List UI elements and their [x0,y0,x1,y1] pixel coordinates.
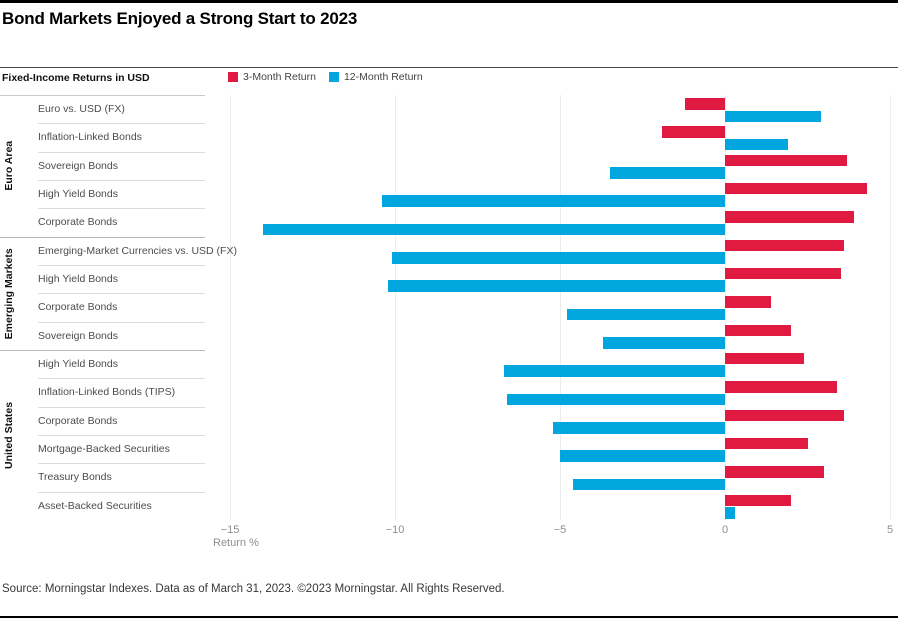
row-label: Asset-Backed Securities [38,499,152,512]
row-label: Corporate Bonds [38,414,118,427]
bar-12-month [725,110,821,122]
row-label: High Yield Bonds [38,358,118,371]
bar-3-month [725,381,838,393]
bar-3-month [662,126,725,138]
row-label: High Yield Bonds [38,273,118,286]
x-tick--5: −5 [553,524,567,536]
row-separator [38,321,205,323]
row-separator [38,264,205,266]
bar-12-month [566,308,725,321]
row-separator [38,293,205,295]
row-label: Sovereign Bonds [38,159,118,172]
bar-12-month [725,507,735,519]
group-label-euro-area: Euro Area [3,140,15,191]
bar-3-month [725,296,772,308]
legend-label-12-month: 12-Month Return [343,71,423,83]
bar-3-month [725,494,791,507]
gridline--5 [560,95,561,520]
bar-12-month [560,450,725,462]
bar-3-month [725,154,848,167]
bar-12-month [381,195,725,207]
bar-3-month [725,466,824,478]
row-label: Treasury Bonds [38,471,112,484]
row-separator [38,434,205,436]
row-label: Sovereign Bonds [38,329,118,342]
bar-3-month [725,324,791,337]
group-separator [0,349,205,351]
bar-3-month [725,211,854,223]
bar-12-month [553,422,725,434]
bar-12-month [602,337,725,349]
bar-12-month [573,478,725,491]
bar-12-month [609,167,725,179]
bar-12-month [388,280,725,292]
bar-3-month [725,239,844,252]
x-tick--15: −15 [220,524,240,536]
row-separator [38,378,205,380]
legend-item-3-month: 3-Month Return [228,71,316,83]
chart-subtitle: Fixed-Income Returns in USD [2,72,150,84]
group-separator [0,236,205,238]
row-label: Corporate Bonds [38,216,118,229]
row-label: Mortgage-Backed Securities [38,443,170,456]
bar-12-month [507,393,725,406]
legend-swatch-12-month [328,72,339,82]
bar-12-month [503,365,725,377]
row-label: Emerging-Market Currencies vs. USD (FX) [38,244,237,257]
bar-3-month [725,409,844,422]
row-label: Euro vs. USD (FX) [38,103,125,116]
row-separator [38,123,205,125]
legend-swatch-3-month [228,72,238,82]
row-label: Corporate Bonds [38,301,118,314]
bar-3-month [725,437,808,450]
row-separator [38,406,205,408]
gridline--10 [395,95,396,520]
gridline-5 [890,95,891,520]
gridline--15 [230,95,231,520]
bar-3-month [725,352,805,365]
chart-title: Bond Markets Enjoyed a Strong Start to 2… [2,9,358,28]
top-border-rule [0,0,898,3]
bar-12-month [725,138,788,151]
source-footnote: Source: Morningstar Indexes. Data as of … [2,583,505,595]
bar-3-month [725,182,867,195]
x-tick-0: 0 [721,524,729,536]
row-separator [38,208,205,210]
legend-label-3-month: 3-Month Return [243,71,316,83]
group-label-emerging-markets: Emerging Markets [3,247,15,339]
header-divider [0,67,898,68]
bar-12-month [391,252,725,264]
row-separator [38,179,205,181]
row-label: High Yield Bonds [38,188,118,201]
bar-3-month [725,267,841,280]
x-axis-title: Return % [213,537,259,549]
x-tick-5: 5 [886,524,894,536]
row-separator [38,151,205,153]
legend-item-12-month: 12-Month Return [328,71,423,83]
category-top-rule [0,95,205,96]
row-label: Inflation-Linked Bonds [38,131,142,144]
row-separator [38,491,205,493]
x-tick--10: −10 [385,524,405,536]
legend: 3-Month Return 12-Month Return [228,71,423,83]
row-label: Inflation-Linked Bonds (TIPS) [38,386,176,399]
group-label-united-states: United States [3,401,15,469]
bottom-border-rule [0,616,898,618]
bar-3-month [685,98,725,110]
row-separator [38,463,205,465]
bar-12-month [263,223,725,236]
